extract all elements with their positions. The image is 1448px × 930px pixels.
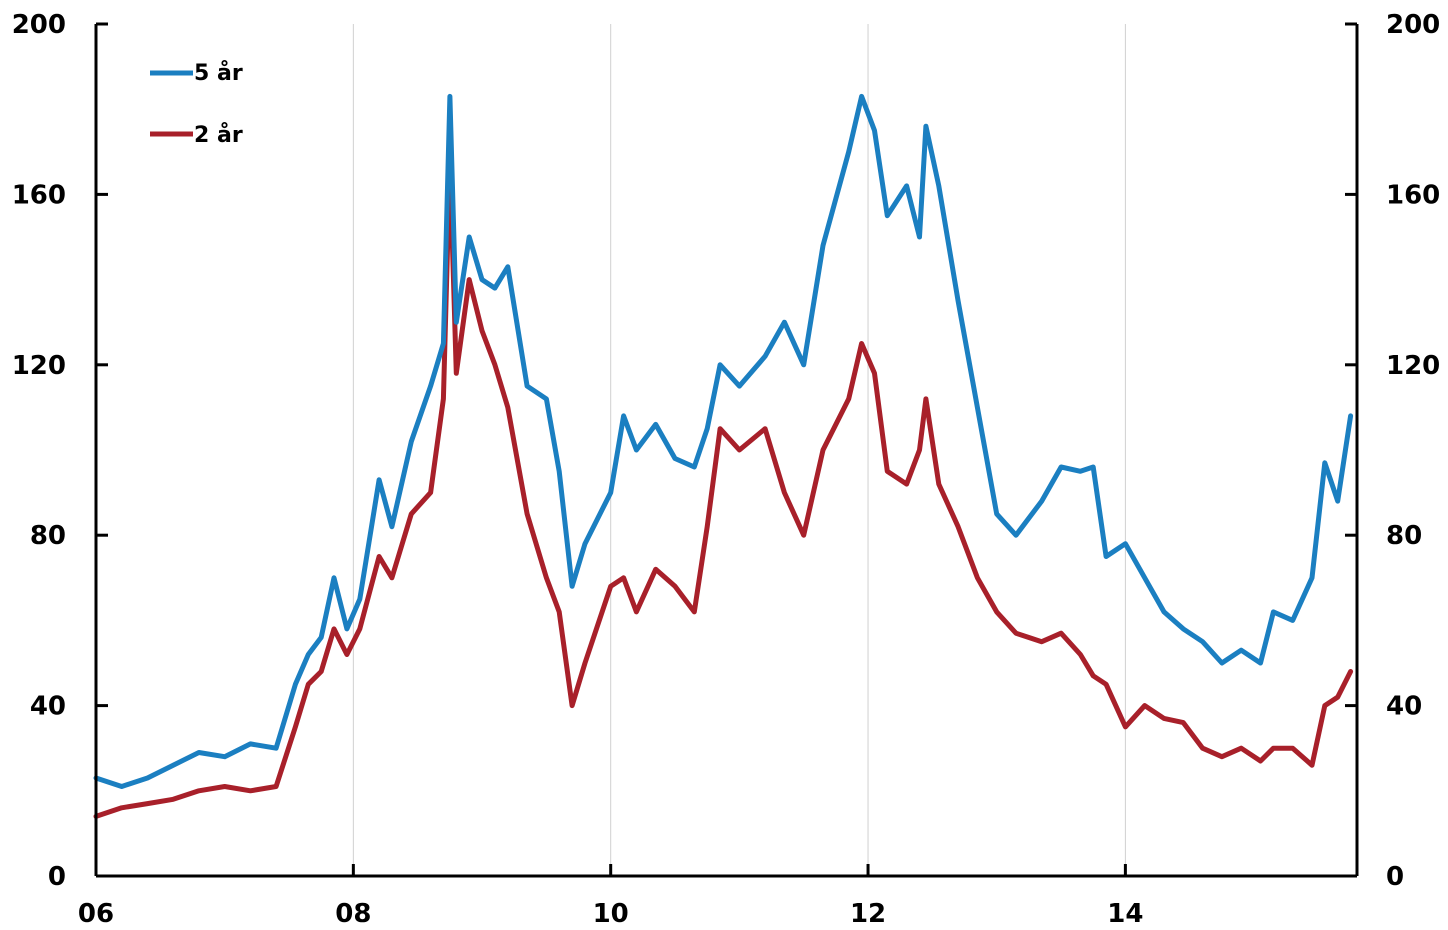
y-tick-label-right: 200 bbox=[1386, 10, 1440, 40]
y-tick-label-left: 40 bbox=[30, 692, 66, 722]
series-line-5-ar bbox=[93, 93, 1354, 789]
y-tick-label-right: 160 bbox=[1386, 180, 1440, 210]
y-tick-label-left: 0 bbox=[48, 862, 66, 892]
y-tick-label-right: 120 bbox=[1386, 351, 1440, 381]
y-tick-label-left: 80 bbox=[30, 521, 66, 551]
y-tick-label-left: 120 bbox=[12, 351, 66, 381]
y-tick-label-right: 80 bbox=[1386, 521, 1422, 551]
x-tick-label: 08 bbox=[335, 899, 371, 929]
ticks: 06 08 10 12 14 0 0 40 40 80 80 120 120 160 160 200 200 bbox=[12, 10, 1441, 929]
legend: 5 år 2 år bbox=[150, 60, 243, 148]
series-layer bbox=[93, 93, 1354, 819]
axes bbox=[94, 24, 1359, 878]
legend-label-5-ar: 5 år bbox=[194, 60, 243, 86]
x-tick-label: 10 bbox=[593, 899, 629, 929]
legend-label-2-ar: 2 år bbox=[194, 122, 243, 148]
series-line-2-ar bbox=[93, 157, 1354, 819]
x-tick-label: 06 bbox=[78, 899, 114, 929]
y-tick-label-left: 160 bbox=[12, 180, 66, 210]
x-tick-label: 12 bbox=[850, 899, 886, 929]
gridlines bbox=[352, 24, 1126, 876]
x-tick-label: 14 bbox=[1107, 899, 1143, 929]
y-tick-label-left: 200 bbox=[12, 10, 66, 40]
y-tick-label-right: 0 bbox=[1386, 862, 1404, 892]
y-tick-label-right: 40 bbox=[1386, 692, 1422, 722]
